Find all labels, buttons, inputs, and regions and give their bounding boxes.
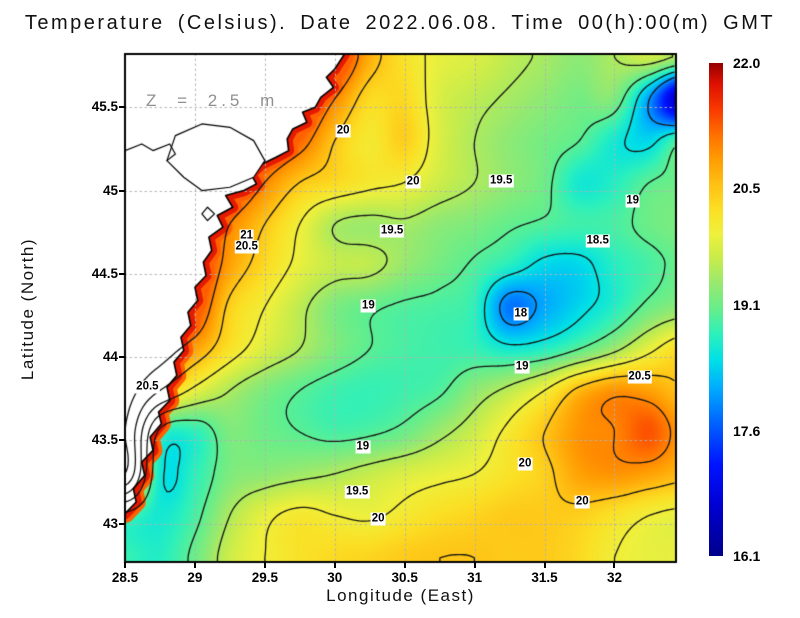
y-axis-label: Latitude (North) (18, 237, 37, 381)
depth-annotation: Z = 2.5 m (146, 91, 279, 110)
y-tick-mark (119, 272, 125, 275)
x-tick-mark (473, 562, 476, 568)
x-tick-mark (263, 562, 266, 568)
y-tick-label: 43.5 (91, 432, 118, 448)
y-tick-label: 45.5 (91, 99, 118, 115)
contour-label: 20.5 (135, 380, 160, 394)
x-tick-mark (543, 562, 546, 568)
contour-label: 19 (625, 194, 641, 208)
y-tick-mark (119, 522, 125, 525)
x-tick-label: 29 (187, 570, 203, 585)
contour-label: 21 (239, 229, 255, 243)
y-tick-mark (119, 189, 125, 192)
x-tick-mark (403, 562, 406, 568)
x-tick-mark (193, 562, 196, 568)
colorbar-tick-label: 19.1 (733, 297, 761, 314)
y-tick-label: 45 (102, 182, 118, 198)
colorbar-tick-label: 16.1 (733, 548, 761, 564)
y-tick-mark (119, 439, 125, 442)
x-tick-label: 30 (327, 570, 343, 585)
x-tick-mark (613, 562, 616, 568)
y-tick-mark (119, 356, 125, 359)
contour-label: 20 (335, 124, 351, 138)
x-tick-mark (124, 562, 126, 568)
contour-label: 19.5 (488, 174, 514, 188)
y-tick-label: 44 (102, 349, 118, 365)
contour-label: 19 (514, 360, 530, 374)
contour-label: 20.5 (627, 370, 652, 384)
colorbar-tick-label: 22.0 (733, 55, 761, 71)
contour-label: 20 (574, 495, 590, 509)
colorbar-tick-label: 20.5 (733, 180, 761, 197)
x-axis-label: Longitude (East) (326, 586, 475, 605)
x-tick-label: 32 (606, 570, 622, 585)
contour-label: 18.5 (585, 234, 610, 248)
colorbar-gradient (709, 63, 723, 556)
contour-label: 19 (355, 440, 371, 454)
y-tick-label: 43 (102, 515, 118, 531)
colorbar-tick-label: 17.6 (733, 422, 761, 439)
contour-label: 19.5 (379, 224, 405, 238)
x-tick-label: 29.5 (251, 570, 278, 585)
contour-label: 20.5 (234, 240, 259, 254)
y-tick-mark (119, 106, 125, 109)
contour-label: 18 (513, 307, 529, 321)
x-tick-label: 28.5 (111, 570, 139, 585)
contour-label: 20 (405, 175, 421, 189)
contour-label: 19.5 (344, 485, 370, 499)
y-tick-label: 44.5 (91, 265, 118, 281)
x-tick-mark (333, 562, 336, 568)
x-tick-label: 31.5 (531, 570, 558, 585)
contour-label: 20 (517, 457, 533, 471)
x-tick-label: 31 (467, 570, 483, 585)
contour-label: 19 (360, 299, 376, 312)
x-tick-label: 30.5 (391, 570, 418, 585)
contour-label: 20 (370, 512, 386, 526)
